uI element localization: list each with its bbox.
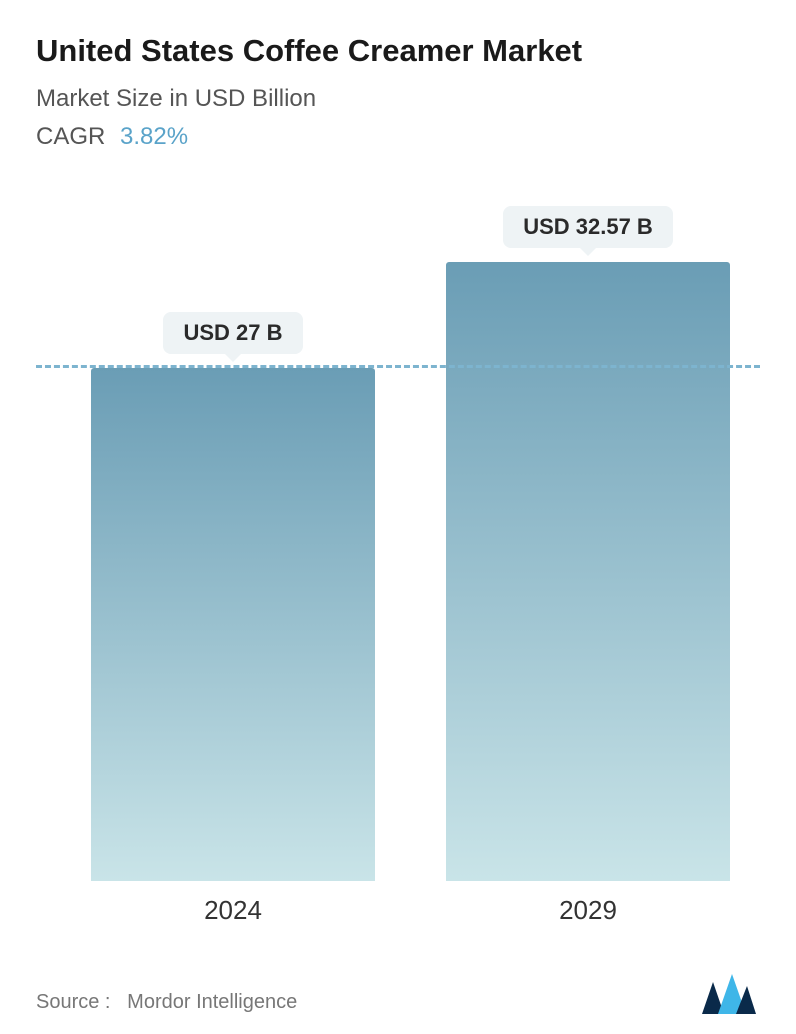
source-label: Source : [36,991,110,1013]
cagr-row: CAGR 3.82% [36,123,760,151]
bar-value-label-1: USD 32.57 B [503,206,673,248]
chart-card: United States Coffee Creamer Market Mark… [0,0,796,1034]
chart-area: USD 27 B USD 32.57 B 2024 2029 [36,201,760,944]
bar-group-1: USD 32.57 B [446,206,730,881]
plot-region: USD 27 B USD 32.57 B [36,201,760,881]
reference-line [36,365,760,368]
bar-0 [91,368,375,881]
brand-logo-icon [702,974,756,1014]
cagr-value: 3.82% [120,123,188,150]
x-axis: 2024 2029 [36,895,760,929]
bar-value-label-0: USD 27 B [163,312,302,354]
x-tick-0: 2024 [91,895,375,926]
bar-1 [446,262,730,881]
chart-subtitle: Market Size in USD Billion [36,85,760,113]
bar-group-0: USD 27 B [91,312,375,881]
chart-title: United States Coffee Creamer Market [36,32,760,71]
cagr-label: CAGR [36,123,105,150]
x-tick-1: 2029 [446,895,730,926]
source-text: Source : Mordor Intelligence [36,991,297,1014]
source-value: Mordor Intelligence [127,991,297,1013]
footer: Source : Mordor Intelligence [36,974,760,1014]
